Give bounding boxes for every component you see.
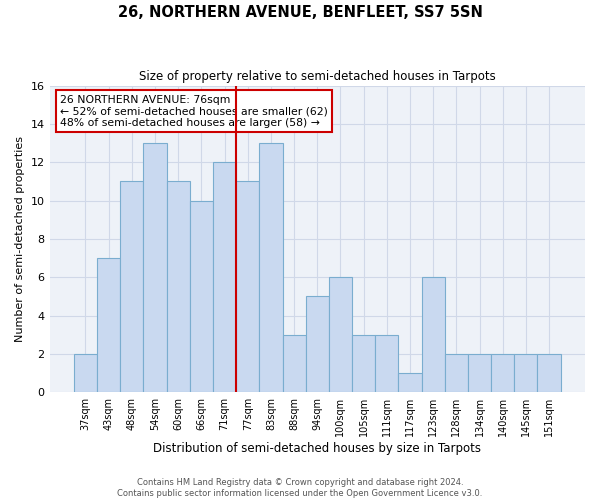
Bar [236,182,259,392]
Bar [213,162,236,392]
Text: 26 NORTHERN AVENUE: 76sqm
← 52% of semi-detached houses are smaller (62)
48% of : 26 NORTHERN AVENUE: 76sqm ← 52% of semi-… [60,95,328,128]
Bar [259,143,283,392]
Bar [305,296,329,392]
Bar [143,143,167,392]
Bar [422,278,445,392]
Bar [538,354,560,393]
Y-axis label: Number of semi-detached properties: Number of semi-detached properties [15,136,25,342]
Bar [167,182,190,392]
Bar [491,354,514,393]
Bar [120,182,143,392]
Bar [97,258,120,392]
Bar [514,354,538,393]
Text: Contains HM Land Registry data © Crown copyright and database right 2024.
Contai: Contains HM Land Registry data © Crown c… [118,478,482,498]
Bar [283,335,305,392]
Bar [468,354,491,393]
Bar [398,373,422,392]
Title: Size of property relative to semi-detached houses in Tarpots: Size of property relative to semi-detach… [139,70,496,83]
Bar [375,335,398,392]
Bar [352,335,375,392]
Bar [329,278,352,392]
Text: 26, NORTHERN AVENUE, BENFLEET, SS7 5SN: 26, NORTHERN AVENUE, BENFLEET, SS7 5SN [118,5,482,20]
X-axis label: Distribution of semi-detached houses by size in Tarpots: Distribution of semi-detached houses by … [153,442,481,455]
Bar [445,354,468,393]
Bar [74,354,97,393]
Bar [190,200,213,392]
